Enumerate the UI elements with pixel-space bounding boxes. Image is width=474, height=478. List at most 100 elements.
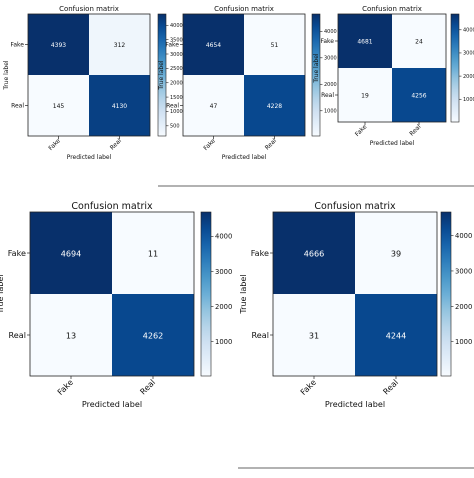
colorbar — [440, 211, 452, 377]
matrix-cell — [112, 212, 194, 294]
colorbar-tick-label: 3500 — [170, 37, 183, 43]
cell-value-label: 312 — [114, 42, 126, 49]
matrix-cell — [28, 75, 89, 136]
cell-value-label: 4393 — [51, 42, 66, 49]
colorbar-tick-label: 1000 — [170, 109, 183, 115]
cell-value-label: 4654 — [206, 42, 221, 49]
cell-value-label: 4681 — [357, 39, 372, 46]
colorbar-tick-label: 4000 — [215, 233, 232, 241]
cell-value-label: 4666 — [304, 248, 325, 258]
matrix-cell — [244, 14, 305, 75]
x-tick-label: Real — [408, 123, 422, 137]
colorbar-tick-label: 2000 — [324, 82, 337, 88]
colorbar — [450, 13, 460, 123]
matrix-cell — [392, 14, 446, 68]
matrix-cell — [338, 14, 392, 68]
x-axis-label: Predicted label — [325, 399, 385, 409]
chart-title: Confusion matrix — [214, 5, 274, 13]
y-axis-label: True label — [158, 60, 165, 90]
matrix-cell — [89, 14, 150, 75]
colorbar-tick-label: 4000 — [463, 28, 474, 34]
confusion-matrix-panel-3: Confusion matrix 4681 24 19 4256 Fake Real Fake… — [313, 5, 474, 147]
x-tick-label: Real — [381, 377, 400, 396]
colorbar — [157, 13, 167, 137]
y-axis-label: True label — [0, 274, 5, 314]
matrix-cell — [183, 14, 244, 75]
chart-title: Confusion matrix — [71, 201, 153, 212]
colorbar-tick-label: 2500 — [170, 66, 183, 72]
cell-value-label: 51 — [271, 42, 279, 49]
x-tick-label: Real — [264, 137, 278, 151]
colorbar-tick-label: 3000 — [215, 268, 232, 276]
y-tick-label: Real — [11, 103, 24, 110]
matrix-cell — [28, 14, 89, 75]
cell-value-label: 47 — [210, 103, 218, 110]
y-tick-label: Real — [321, 92, 334, 99]
matrix-cell — [183, 75, 244, 136]
x-axis-label: Predicted label — [370, 140, 415, 147]
cell-value-label: 11 — [148, 248, 158, 258]
cell-value-label: 4228 — [267, 103, 282, 110]
x-tick-label: Fake — [298, 377, 318, 397]
y-tick-label: Real — [166, 103, 179, 110]
confusion-matrix-panel-5: Confusion matrix 4666 39 31 4244 Fake Real Fake… — [238, 201, 472, 409]
matrix-cell — [244, 75, 305, 136]
colorbar-tick-label: 3000 — [170, 52, 183, 58]
x-tick-label: Fake — [354, 123, 369, 138]
cell-value-label: 24 — [415, 39, 423, 46]
colorbar-tick-label: 4000 — [170, 23, 183, 29]
colorbar-tick-label: 2000 — [463, 74, 474, 80]
cell-value-label: 4694 — [61, 248, 82, 258]
confusion-matrix-panel-1: Confusion matrix 4393 312 145 4130 Fake Real Fa… — [3, 5, 183, 161]
cell-value-label: 4256 — [411, 93, 426, 100]
colorbar-tick-label: 2000 — [455, 303, 472, 311]
x-tick-label: Fake — [55, 377, 75, 397]
chart-title: Confusion matrix — [362, 5, 422, 13]
matrix-cell — [338, 68, 392, 122]
colorbar-tick-label: 4000 — [455, 232, 472, 240]
y-tick-label: Fake — [320, 38, 334, 45]
cell-value-label: 4244 — [386, 330, 407, 340]
matrix-cell — [392, 68, 446, 122]
colorbar-tick-label: 3000 — [463, 51, 474, 57]
cell-value-label: 19 — [361, 93, 369, 100]
colorbar-tick-label: 1000 — [215, 338, 232, 346]
x-axis-label: Predicted label — [67, 154, 112, 161]
x-axis-label: Predicted label — [222, 154, 267, 161]
y-tick-label: Real — [252, 330, 269, 340]
chart-title: Confusion matrix — [314, 201, 396, 212]
cell-value-label: 4262 — [143, 330, 164, 340]
cell-value-label: 4130 — [112, 103, 127, 110]
colorbar-tick-label: 1000 — [455, 338, 472, 346]
colorbar-tick-label: 2000 — [170, 81, 183, 87]
colorbar — [311, 13, 321, 137]
colorbar-tick-label: 1000 — [463, 97, 474, 103]
y-tick-label: Real — [9, 330, 26, 340]
colorbar-tick-label: 4000 — [324, 29, 337, 35]
x-tick-label: Real — [109, 137, 123, 151]
x-tick-label: Fake — [202, 137, 217, 152]
colorbar-tick-label: 500 — [170, 124, 180, 130]
matrix-cell — [273, 294, 355, 376]
y-tick-label: Fake — [10, 42, 24, 49]
matrix-frame — [27, 13, 151, 137]
matrix-frame — [182, 13, 306, 137]
colorbar-tick-label: 2000 — [215, 303, 232, 311]
matrix-cell — [112, 294, 194, 376]
confusion-matrix-panel-2: Confusion matrix 4654 51 47 4228 Fake Real Fake… — [158, 5, 337, 161]
colorbar-tick-label: 3000 — [455, 267, 472, 275]
y-tick-label: Fake — [165, 42, 179, 49]
matrix-cell — [273, 212, 355, 294]
confusion-matrix-panel-4: Confusion matrix 4694 11 13 4262 Fake Real Fake… — [0, 201, 232, 409]
matrix-cell — [30, 294, 112, 376]
x-tick-label: Fake — [47, 137, 62, 152]
y-tick-label: Fake — [251, 248, 269, 258]
y-axis-label: True label — [3, 60, 10, 90]
cell-value-label: 13 — [66, 330, 76, 340]
matrix-cell — [355, 294, 437, 376]
matrix-frame — [337, 13, 447, 123]
y-tick-label: Fake — [8, 248, 26, 258]
colorbar — [200, 211, 212, 377]
